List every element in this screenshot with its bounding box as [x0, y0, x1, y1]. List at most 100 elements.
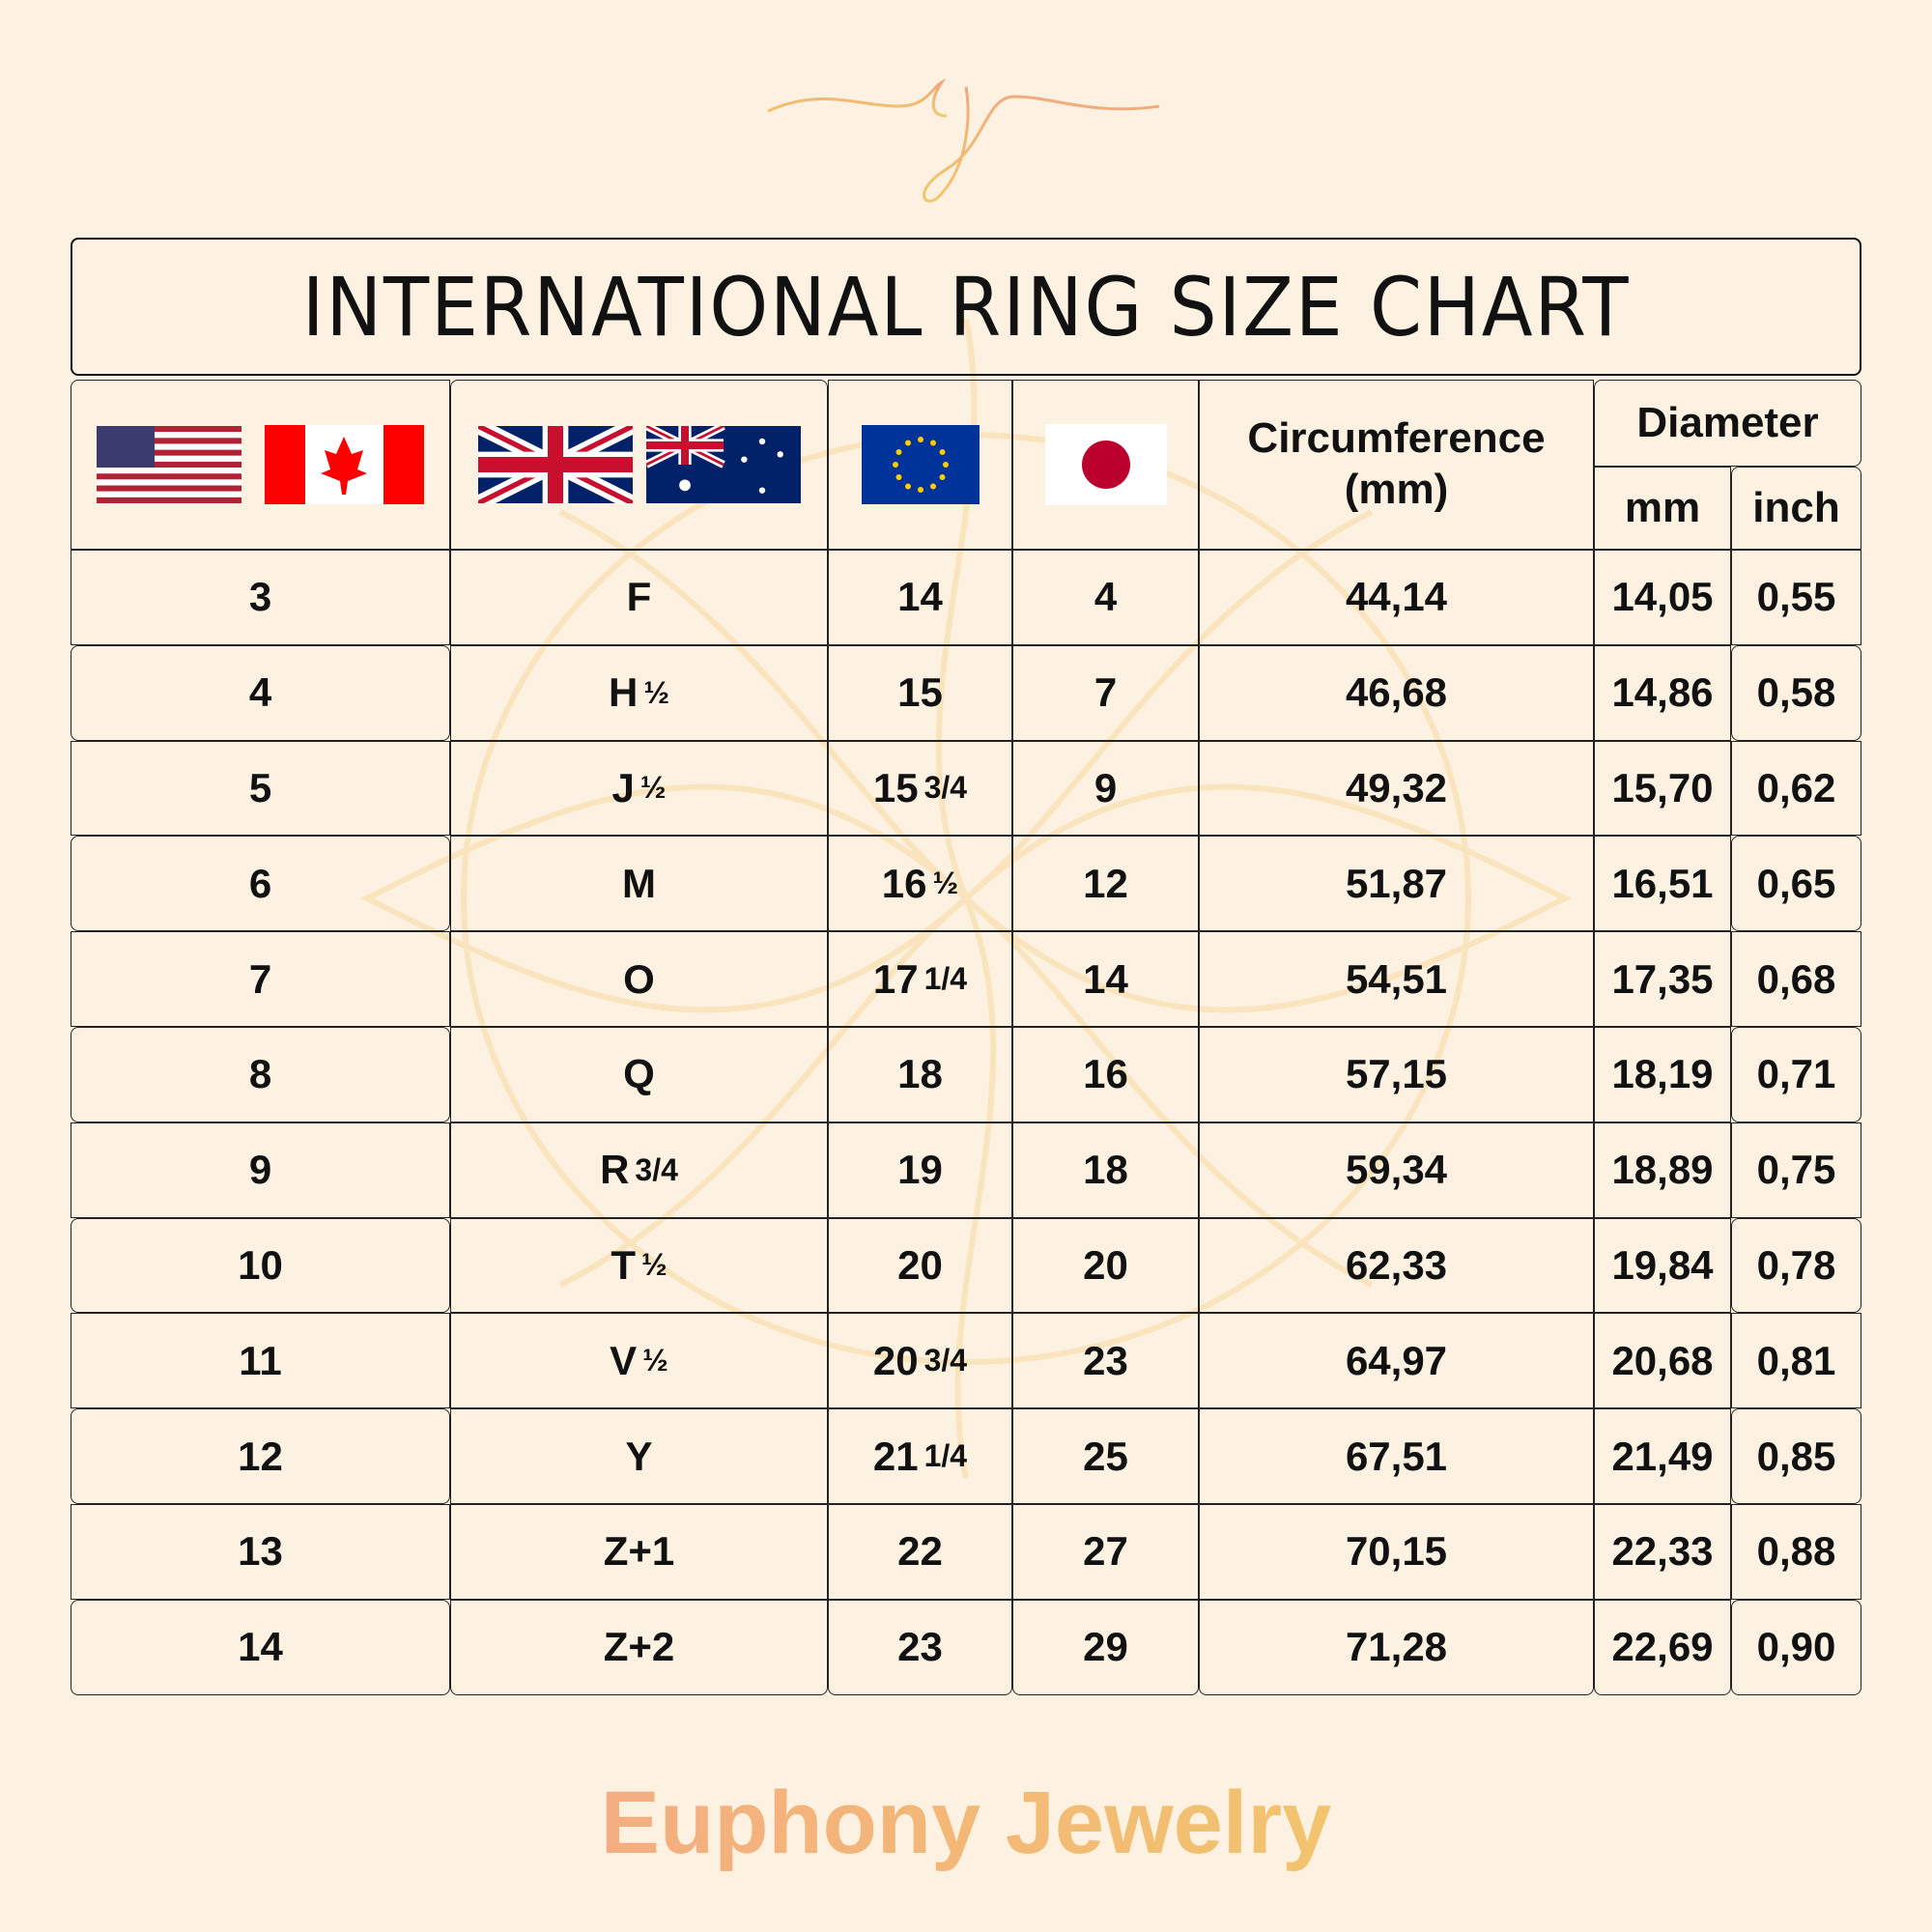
cell-eu-fraction: ½	[932, 866, 959, 901]
header-japan	[1012, 380, 1199, 550]
cell-mm-value: 16,51	[1611, 860, 1714, 906]
cell-inch-value: 0,85	[1756, 1433, 1836, 1479]
cell-inch-value: 0,90	[1756, 1624, 1836, 1670]
cell-mm-value: 22,33	[1611, 1528, 1714, 1575]
cell-us-value: 11	[239, 1337, 282, 1383]
table-cell-us: 8	[71, 1027, 450, 1122]
cell-circ-value: 57,15	[1345, 1051, 1448, 1097]
cell-uk-value: R	[600, 1147, 630, 1193]
cell-eu-value: 20	[897, 1241, 943, 1288]
cell-circ-value: 54,51	[1345, 955, 1448, 1002]
table-cell-jp: 18	[1012, 1122, 1199, 1218]
cell-eu-value: 16	[881, 860, 927, 906]
cell-jp-value: 25	[1083, 1433, 1128, 1479]
cell-eu-value: 20	[872, 1337, 919, 1383]
table-cell-circ: 57,15	[1199, 1027, 1594, 1122]
cell-uk-fraction: ½	[642, 1343, 668, 1378]
table-cell-mm: 20,68	[1594, 1313, 1731, 1409]
cell-uk-value: F	[626, 574, 652, 620]
cell-inch-value: 0,81	[1756, 1337, 1836, 1383]
cell-inch-value: 0,58	[1756, 669, 1836, 716]
table-cell-mm: 17,35	[1594, 931, 1731, 1027]
cell-inch-value: 0,75	[1756, 1147, 1836, 1193]
cell-mm-value: 21,49	[1611, 1433, 1714, 1479]
table-cell-inch: 0,62	[1731, 740, 1861, 837]
table-cell-eu: 22	[828, 1504, 1012, 1600]
cell-mm-value: 18,19	[1611, 1051, 1714, 1097]
table-cell-inch: 0,90	[1731, 1599, 1861, 1695]
table-cell-jp: 25	[1012, 1408, 1199, 1504]
cell-eu-fraction: 3/4	[923, 1343, 968, 1378]
cell-uk-value: Q	[623, 1051, 655, 1097]
table-cell-eu: 20 3/4	[828, 1313, 1012, 1409]
cell-us-value: 6	[248, 860, 272, 906]
cell-us-value: 3	[248, 574, 272, 620]
australia-flag-icon	[645, 426, 801, 503]
cell-eu-value: 14	[897, 574, 943, 620]
table-cell-jp: 20	[1012, 1217, 1199, 1314]
table-cell-jp: 9	[1012, 740, 1199, 837]
cell-eu-value: 15	[897, 669, 943, 716]
mm-label: mm	[1624, 483, 1701, 531]
header-eu	[828, 380, 1012, 550]
table-cell-inch: 0,68	[1731, 931, 1861, 1027]
table-cell-eu: 20	[828, 1217, 1012, 1314]
table-cell-circ: 46,68	[1199, 644, 1594, 741]
header-diameter: Diameter	[1594, 380, 1861, 467]
table-cell-mm: 15,70	[1594, 740, 1731, 837]
cell-mm-value: 20,68	[1611, 1337, 1714, 1383]
cell-us-value: 8	[248, 1051, 272, 1097]
circumference-unit: (mm)	[1344, 466, 1449, 513]
table-cell-inch: 0,71	[1731, 1027, 1861, 1122]
cell-mm-value: 18,89	[1611, 1147, 1714, 1193]
eu-flag-icon	[861, 425, 980, 504]
cell-uk-value: Z+2	[603, 1624, 675, 1670]
table-cell-mm: 22,69	[1594, 1599, 1731, 1695]
table-cell-circ: 49,32	[1199, 740, 1594, 837]
table-cell-circ: 70,15	[1199, 1504, 1594, 1600]
canada-flag-icon	[265, 425, 424, 504]
table-cell-circ: 59,34	[1199, 1122, 1594, 1218]
table-cell-uk: R 3/4	[450, 1122, 828, 1218]
cell-uk-value: M	[622, 860, 656, 906]
table-cell-uk: Z+2	[450, 1599, 828, 1695]
chart-title-box: INTERNATIONAL RING SIZE CHART	[71, 238, 1861, 376]
cell-eu-value: 18	[897, 1051, 943, 1097]
cell-mm-value: 14,86	[1611, 669, 1714, 716]
cell-jp-value: 18	[1083, 1147, 1128, 1193]
table-cell-jp: 4	[1012, 550, 1199, 645]
table-cell-inch: 0,81	[1731, 1313, 1861, 1409]
table-cell-eu: 17 1/4	[828, 931, 1012, 1027]
us-flag-icon	[97, 426, 242, 503]
table-cell-us: 11	[71, 1313, 450, 1409]
table-cell-circ: 44,14	[1199, 550, 1594, 645]
header-us-canada	[71, 380, 450, 550]
table-cell-jp: 23	[1012, 1313, 1199, 1409]
table-cell-mm: 22,33	[1594, 1504, 1731, 1600]
cell-mm-value: 19,84	[1611, 1241, 1714, 1288]
cell-uk-value: O	[623, 955, 655, 1002]
cell-uk-fraction: ½	[639, 770, 667, 806]
cell-jp-value: 7	[1094, 669, 1118, 716]
table-cell-eu: 19	[828, 1122, 1012, 1218]
table-cell-jp: 12	[1012, 836, 1199, 932]
cell-mm-value: 22,69	[1611, 1624, 1714, 1670]
cell-eu-fraction: 1/4	[923, 961, 968, 997]
table-cell-jp: 7	[1012, 644, 1199, 741]
table-cell-eu: 15 3/4	[828, 740, 1012, 837]
table-cell-us: 14	[71, 1599, 450, 1695]
cell-uk-value: V	[610, 1337, 638, 1383]
circumference-label: Circumference	[1247, 414, 1546, 463]
table-cell-mm: 18,89	[1594, 1122, 1731, 1218]
table-cell-mm: 14,86	[1594, 644, 1731, 741]
header-uk-australia	[450, 380, 828, 550]
cell-circ-value: 51,87	[1345, 860, 1448, 906]
table-cell-us: 5	[71, 740, 450, 837]
cell-jp-value: 16	[1083, 1051, 1128, 1097]
cell-inch-value: 0,71	[1756, 1051, 1836, 1097]
cell-us-value: 9	[248, 1147, 272, 1193]
cell-inch-value: 0,62	[1756, 764, 1836, 810]
table-cell-jp: 29	[1012, 1599, 1199, 1695]
header-diameter-mm: mm	[1594, 467, 1731, 550]
